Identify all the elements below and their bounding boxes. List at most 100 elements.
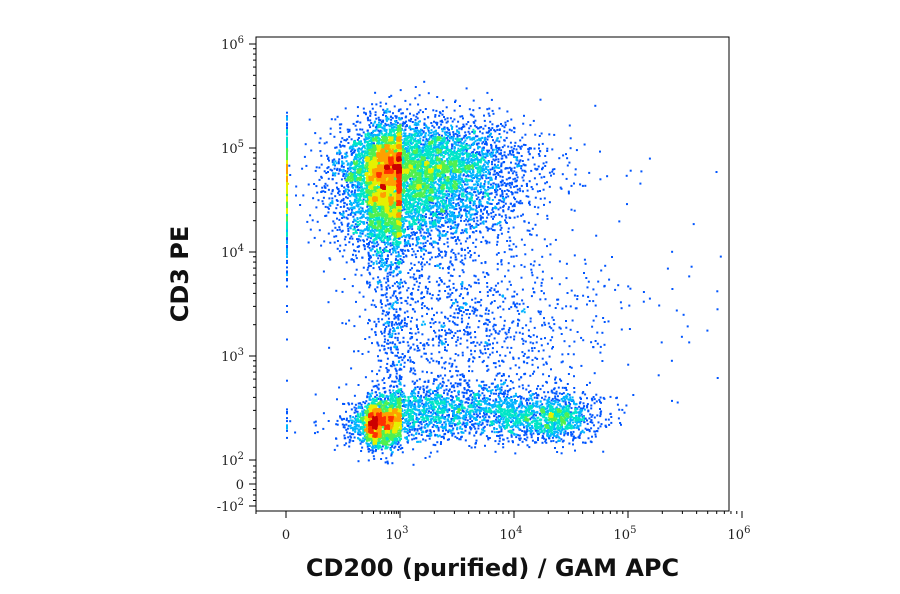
event-point: [511, 181, 514, 184]
event-point: [353, 218, 356, 221]
event-point: [499, 136, 502, 139]
event-point: [537, 366, 539, 369]
event-point: [435, 311, 438, 314]
event-point: [546, 217, 549, 220]
event-point: [487, 436, 490, 439]
event-point: [496, 420, 499, 423]
event-point: [506, 167, 509, 170]
event-point: [320, 244, 323, 247]
event-point: [438, 341, 441, 344]
event-point: [466, 210, 469, 213]
event-point: [495, 392, 498, 395]
event-point: [501, 124, 504, 127]
event-point: [513, 338, 516, 341]
event-point: [446, 120, 449, 123]
event-point: [459, 115, 462, 118]
event-point: [541, 434, 544, 437]
event-point: [398, 272, 401, 274]
event-point: [436, 434, 438, 437]
event-point: [505, 178, 508, 181]
event-point: [472, 204, 475, 207]
event-point: [512, 357, 515, 360]
event-point: [487, 186, 490, 189]
event-point: [531, 349, 534, 352]
event-point: [455, 395, 458, 398]
event-point: [392, 360, 395, 363]
event-point: [450, 418, 453, 421]
event-point: [340, 199, 343, 202]
event-point: [501, 359, 504, 362]
event-point: [519, 437, 522, 440]
event-point: [497, 202, 500, 205]
event-point: [418, 388, 421, 391]
event-point: [389, 346, 392, 349]
event-point: [500, 171, 503, 174]
event-point: [471, 114, 474, 117]
event-point: [343, 139, 346, 142]
event-point: [458, 132, 461, 134]
event-point: [480, 298, 483, 301]
event-point: [431, 294, 434, 297]
event-point: [501, 434, 504, 437]
event-point: [409, 367, 412, 370]
event-point: [502, 443, 505, 445]
event-point: [491, 351, 494, 354]
event-point: [347, 186, 350, 188]
event-point: [484, 348, 487, 351]
event-point: [547, 398, 550, 400]
event-point: [592, 396, 595, 398]
event-point: [417, 424, 420, 427]
event-point: [446, 414, 449, 417]
event-point: [474, 152, 477, 154]
event-point: [363, 240, 365, 243]
event-point: [345, 423, 348, 426]
event-point: [374, 120, 377, 123]
event-point: [531, 347, 533, 350]
event-point: [466, 293, 469, 296]
event-point: [461, 281, 464, 284]
event-point: [590, 427, 593, 430]
event-point: [430, 244, 433, 247]
event-point: [357, 406, 360, 409]
event-point: [370, 122, 373, 124]
event-point: [402, 200, 404, 203]
event-point: [522, 302, 525, 305]
event-point: [454, 382, 457, 385]
event-point: [475, 281, 478, 284]
event-point: [464, 439, 467, 442]
event-point: [505, 193, 508, 196]
event-point: [427, 251, 430, 254]
event-point: [432, 423, 435, 426]
event-point: [568, 124, 571, 127]
event-point: [415, 236, 418, 239]
event-point: [344, 188, 347, 191]
event-point: [351, 419, 354, 422]
event-point: [567, 373, 570, 375]
event-point: [348, 130, 351, 133]
event-point: [492, 182, 495, 185]
event-point: [345, 419, 348, 422]
event-point: [406, 302, 409, 305]
event-point: [352, 259, 355, 261]
event-point: [540, 132, 543, 135]
event-point: [500, 123, 502, 125]
event-point: [534, 281, 537, 284]
event-point: [475, 430, 478, 433]
event-point: [494, 440, 497, 443]
event-point: [402, 252, 405, 255]
event-point: [371, 342, 373, 345]
event-point: [386, 275, 389, 278]
event-point: [342, 199, 345, 202]
event-point: [484, 239, 487, 242]
event-point: [315, 166, 318, 169]
event-point: [530, 295, 533, 298]
event-point: [418, 94, 421, 97]
event-point: [331, 197, 334, 200]
event-point: [396, 336, 399, 339]
event-point: [401, 259, 404, 262]
event-point: [447, 134, 450, 137]
event-point: [509, 239, 512, 242]
event-point: [416, 112, 419, 115]
event-point: [403, 311, 406, 314]
event-point: [377, 387, 380, 390]
